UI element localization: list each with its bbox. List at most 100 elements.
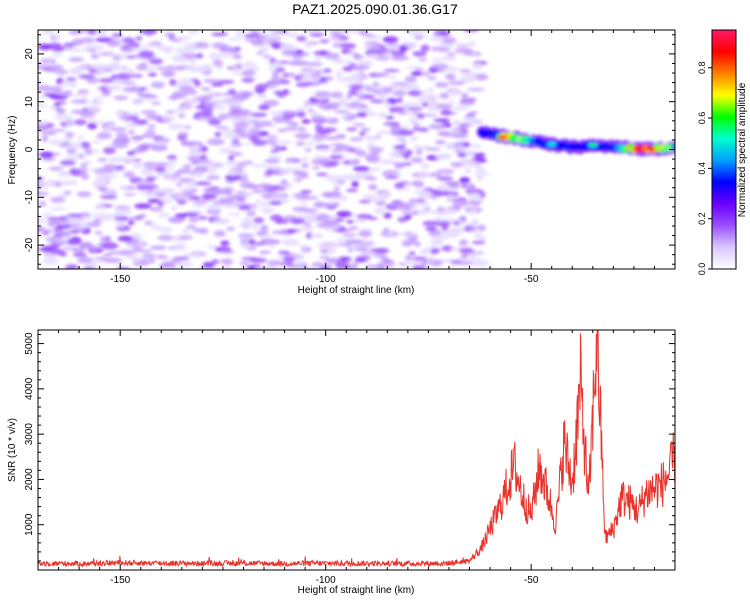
heatmap-cell [95, 171, 112, 177]
heatmap-cell [41, 231, 50, 235]
heatmap-cell [48, 139, 65, 146]
heatmap-cell [223, 135, 242, 139]
heatmap-cell [269, 124, 277, 128]
heatmap-cell [474, 170, 489, 177]
heatmap-cell [461, 92, 469, 100]
heatmap-cell [241, 256, 259, 261]
heatmap-cell [450, 260, 462, 264]
heatmap-cell [171, 38, 182, 43]
heatmap-cell [183, 46, 195, 53]
heatmap-cell [442, 37, 457, 44]
heatmap-cell [142, 161, 157, 167]
heatmap-cell [342, 233, 358, 237]
heatmap-cell [435, 81, 449, 88]
heatmap-cell [372, 253, 387, 258]
heatmap-cell [462, 79, 475, 83]
heatmap-cell [195, 53, 204, 59]
heatmap-cell [76, 136, 85, 141]
heatmap-cell [471, 218, 479, 224]
heatmap-cell [384, 175, 399, 179]
heatmap-cell [343, 59, 353, 65]
heatmap-cell [300, 201, 308, 206]
heatmap-cell [412, 256, 428, 261]
heatmap-cell [459, 239, 468, 247]
heatmap-cell [255, 231, 269, 235]
heatmap-cell [315, 69, 323, 75]
snr-ylabel: SNR (10 * v/v) [7, 418, 18, 482]
heatmap-cell [38, 85, 53, 92]
heatmap-cell [430, 235, 448, 241]
heatmap-cell [49, 207, 67, 211]
heatmap-cell [671, 142, 675, 150]
heatmap-cell [145, 193, 154, 198]
heatmap-cell [151, 187, 162, 193]
heatmap-cell [252, 139, 268, 146]
heatmap-cell [177, 78, 193, 85]
heatmap-cell [167, 166, 174, 171]
heatmap-cell [90, 53, 99, 60]
heatmap-cell [114, 205, 131, 210]
heatmap-cell [300, 75, 316, 82]
heatmap-cell [201, 105, 215, 112]
heatmap-cell [193, 165, 209, 173]
heatmap-cell [354, 258, 367, 263]
heatmap-cell [206, 209, 222, 215]
heatmap-cell [166, 154, 177, 160]
heatmap-cell [399, 45, 408, 52]
heatmap-cell [465, 72, 480, 77]
heatmap-cell [391, 54, 409, 61]
heatmap-cell [227, 98, 243, 106]
heatmap-cell [174, 65, 185, 71]
heatmap-cell [238, 109, 252, 116]
heatmap-cell [113, 216, 129, 221]
x-tick-label: -150 [110, 274, 130, 285]
heatmap-cell [319, 255, 329, 259]
heatmap-cell [347, 101, 363, 108]
heatmap-cell [225, 160, 237, 167]
heatmap-cell [645, 146, 656, 151]
heatmap-cell [393, 162, 404, 168]
heatmap-cell [358, 230, 373, 238]
heatmap-cell [369, 248, 387, 253]
heatmap-cell [269, 214, 283, 222]
heatmap-cell [346, 219, 355, 224]
heatmap-cell [342, 66, 353, 72]
heatmap-cell [277, 128, 287, 133]
heatmap-cell [97, 168, 115, 173]
heatmap-cell [426, 76, 437, 81]
heatmap-cell [239, 181, 255, 189]
heatmap-cell [468, 41, 477, 47]
heatmap-cell [236, 177, 249, 182]
heatmap-cell [321, 191, 336, 198]
heatmap-cell [374, 207, 386, 215]
heatmap-cell [434, 139, 446, 145]
heatmap-cell [135, 36, 143, 41]
heatmap-cell [290, 157, 298, 164]
colorbar-ticks: 0.0 0.2 0.4 0.6 0.8 [697, 61, 712, 275]
heatmap-cell [428, 172, 442, 177]
heatmap-cell [103, 213, 118, 219]
heatmap-cell [239, 261, 250, 266]
heatmap-cell [452, 119, 461, 127]
heatmap-cell [206, 244, 219, 249]
heatmap-cell [161, 260, 175, 266]
heatmap-cell [292, 170, 309, 176]
heatmap-cell [383, 212, 392, 219]
heatmap-cell [126, 122, 140, 128]
heatmap-cell [383, 101, 391, 108]
heatmap-cell [186, 224, 196, 229]
heatmap-cell [351, 72, 368, 78]
heatmap-cell [235, 30, 245, 37]
heatmap-cell [389, 151, 398, 158]
heatmap-cell [86, 30, 98, 35]
colorbar-label: Normalized spectral amplitude [737, 82, 748, 217]
heatmap-cell [63, 228, 72, 233]
heatmap-cell [283, 126, 299, 132]
heatmap-cell [232, 54, 243, 60]
heatmap-cell [360, 127, 371, 133]
heatmap-cell [150, 81, 165, 89]
heatmap-cell [228, 155, 235, 161]
heatmap-cell [78, 74, 95, 79]
heatmap-cell [170, 205, 178, 211]
heatmap-cell [93, 96, 102, 101]
